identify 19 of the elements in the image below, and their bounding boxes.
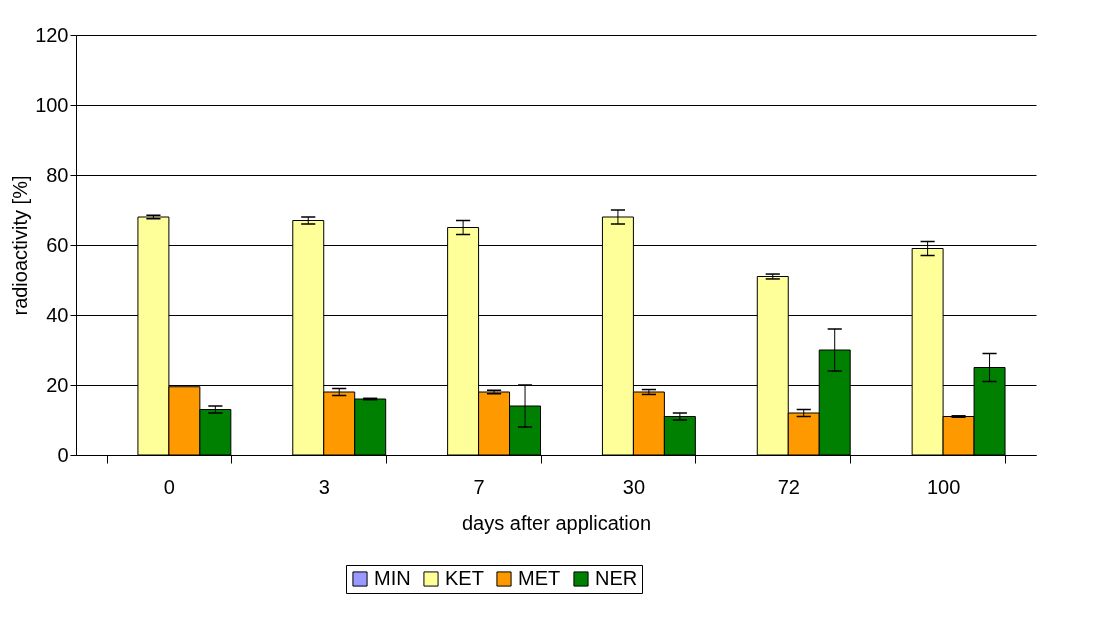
x-tick-label: 7 — [473, 475, 485, 498]
x-tick-label: 0 — [163, 475, 175, 498]
x-tick-label: 72 — [777, 475, 800, 498]
legend-label: KET — [445, 567, 484, 589]
x-tick-label: 100 — [926, 475, 961, 498]
y-tick-label: 0 — [57, 443, 69, 466]
y-axis-title: radioactivity [%] — [9, 175, 32, 316]
legend-label: MET — [518, 567, 561, 589]
y-tick-label: 100 — [35, 93, 69, 116]
x-axis-title: days after application — [461, 511, 652, 534]
y-tick-label: 120 — [35, 23, 69, 46]
y-tick-label: 40 — [46, 303, 69, 326]
y-tick-label: 80 — [46, 163, 69, 186]
x-tick-label: 30 — [622, 475, 646, 498]
y-tick-label: 20 — [46, 373, 69, 396]
legend-label: NER — [595, 567, 638, 589]
legend-label: MIN — [374, 567, 411, 589]
y-tick-label: 60 — [46, 233, 69, 256]
x-tick-label: 3 — [318, 475, 330, 498]
